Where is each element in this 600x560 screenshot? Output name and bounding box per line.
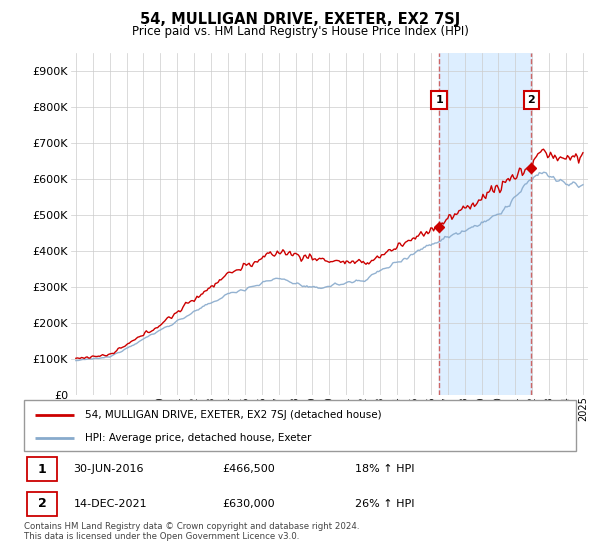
FancyBboxPatch shape: [24, 400, 576, 451]
Text: 26% ↑ HPI: 26% ↑ HPI: [355, 499, 415, 509]
Text: 2: 2: [527, 95, 535, 105]
Text: HPI: Average price, detached house, Exeter: HPI: Average price, detached house, Exet…: [85, 433, 311, 443]
Text: Contains HM Land Registry data © Crown copyright and database right 2024.
This d: Contains HM Land Registry data © Crown c…: [24, 522, 359, 542]
FancyBboxPatch shape: [27, 457, 57, 481]
Text: 30-JUN-2016: 30-JUN-2016: [74, 464, 144, 474]
FancyBboxPatch shape: [27, 492, 57, 516]
Text: Price paid vs. HM Land Registry's House Price Index (HPI): Price paid vs. HM Land Registry's House …: [131, 25, 469, 38]
Text: 54, MULLIGAN DRIVE, EXETER, EX2 7SJ: 54, MULLIGAN DRIVE, EXETER, EX2 7SJ: [140, 12, 460, 27]
Text: 18% ↑ HPI: 18% ↑ HPI: [355, 464, 415, 474]
Bar: [439, 53, 532, 395]
Text: 1: 1: [436, 95, 443, 105]
Text: £466,500: £466,500: [223, 464, 275, 474]
Text: 2: 2: [38, 497, 46, 510]
Text: £630,000: £630,000: [223, 499, 275, 509]
Text: 14-DEC-2021: 14-DEC-2021: [74, 499, 148, 509]
Text: 1: 1: [38, 463, 46, 475]
Text: 54, MULLIGAN DRIVE, EXETER, EX2 7SJ (detached house): 54, MULLIGAN DRIVE, EXETER, EX2 7SJ (det…: [85, 409, 382, 419]
